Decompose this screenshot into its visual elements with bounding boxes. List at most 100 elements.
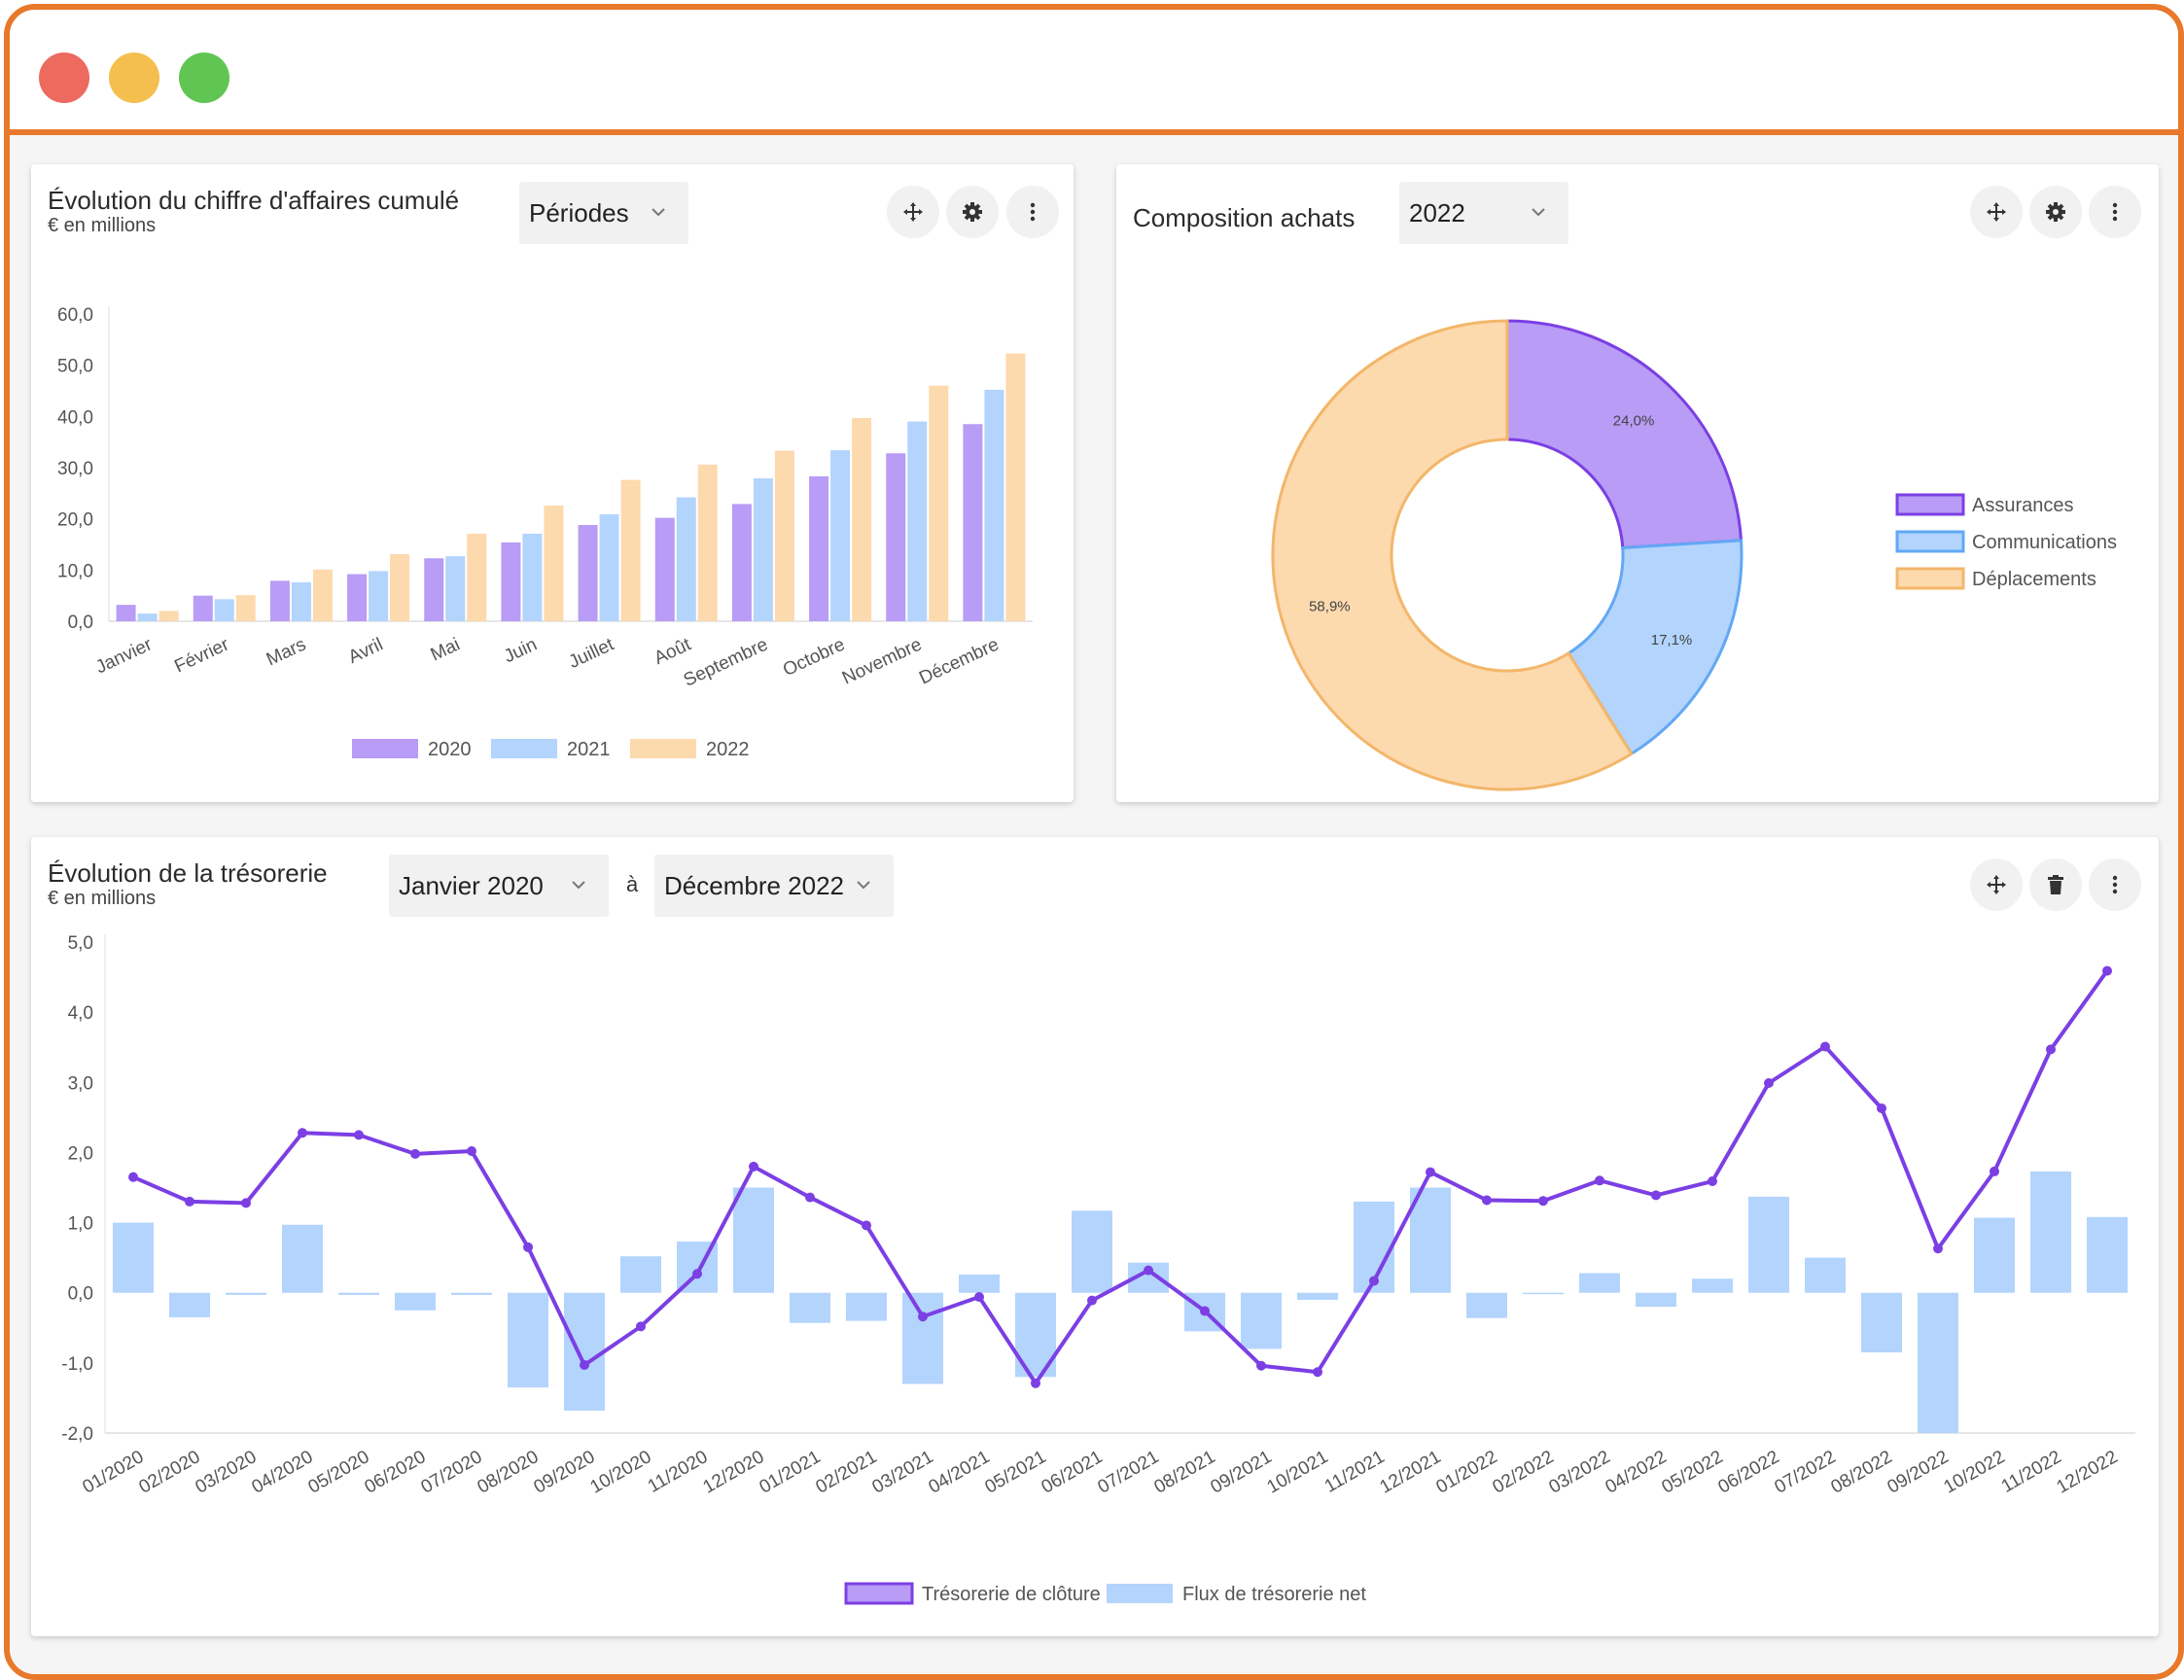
x-tick-label: Juillet <box>566 634 618 673</box>
x-tick-label: Juin <box>501 634 540 667</box>
x-tick-label: 08/2022 <box>1828 1447 1896 1498</box>
bar-flux <box>846 1292 887 1321</box>
x-tick-label: 04/2021 <box>926 1447 994 1498</box>
bar-2022 <box>852 417 872 621</box>
x-tick-label: 10/2022 <box>1941 1447 2009 1498</box>
delete-button[interactable] <box>2029 858 2082 911</box>
move-icon <box>903 202 923 222</box>
treasury-chart: -2,0 -1,0 0,0 1,0 2,0 3,0 4,0 5,0 01/202002/2020… <box>61 933 2135 1605</box>
legend-label-Communications: Communications <box>1972 532 2117 553</box>
bar-flux <box>451 1292 492 1295</box>
line-point <box>1708 1176 1717 1187</box>
y-tick-label: 10,0 <box>57 561 93 581</box>
bar-flux <box>1410 1187 1451 1293</box>
treasury-card-subtitle: € en millions <box>48 888 157 909</box>
bar-2022 <box>544 505 564 621</box>
bar-flux <box>1974 1217 2015 1293</box>
x-tick-label: 06/2020 <box>362 1447 430 1498</box>
line-point <box>1990 1166 1999 1176</box>
more-options-button[interactable] <box>2089 858 2141 911</box>
line-point <box>749 1161 758 1172</box>
treasury-card-title: Évolution de la trésorerie <box>48 858 328 888</box>
bar-2021 <box>984 389 1004 621</box>
x-tick-label: 08/2020 <box>475 1447 543 1498</box>
bar-2022 <box>312 569 333 621</box>
more-options-button[interactable] <box>2089 186 2141 238</box>
bar-2022 <box>620 479 641 621</box>
bar-2022 <box>774 450 794 621</box>
settings-button[interactable] <box>946 186 999 238</box>
y-tick-label: 60,0 <box>57 305 93 326</box>
legend-label-Déplacements: Déplacements <box>1972 569 2096 590</box>
line-point <box>1369 1276 1379 1286</box>
move-button[interactable] <box>1970 858 2023 911</box>
more-options-button[interactable] <box>1006 186 1059 238</box>
bar-flux <box>508 1292 548 1388</box>
y-tick-label: 0,0 <box>68 612 93 633</box>
settings-button[interactable] <box>2029 186 2082 238</box>
bar-2020 <box>654 517 675 621</box>
start-period-value: Janvier 2020 <box>399 870 544 900</box>
year-select[interactable]: 2022 <box>1399 182 1568 244</box>
line-point <box>354 1130 364 1140</box>
bar-flux <box>959 1274 1000 1293</box>
bar-flux <box>1241 1292 1282 1349</box>
x-tick-label: 06/2021 <box>1039 1447 1107 1498</box>
x-tick-label: 12/2021 <box>1377 1447 1445 1498</box>
bar-2020 <box>347 574 368 621</box>
bar-2020 <box>886 453 906 621</box>
period-select[interactable]: Périodes <box>519 182 688 244</box>
legend-swatch <box>1107 1584 1173 1603</box>
y-tick-label: 5,0 <box>68 933 93 954</box>
y-tick-label: 50,0 <box>57 357 93 377</box>
y-tick-label: 1,0 <box>68 1214 93 1235</box>
x-tick-label: Mars <box>264 634 309 670</box>
line-point <box>1031 1378 1040 1388</box>
close-window-button[interactable] <box>39 52 89 103</box>
bar-flux <box>226 1292 266 1295</box>
legend-swatch-Communications <box>1895 530 1965 553</box>
bar-flux <box>113 1222 154 1293</box>
bar-2021 <box>676 497 696 621</box>
bar-flux <box>1636 1292 1676 1308</box>
start-period-select[interactable]: Janvier 2020 <box>389 855 609 917</box>
y-tick-label: -1,0 <box>61 1354 93 1375</box>
move-button[interactable] <box>887 186 939 238</box>
y-tick-label: 40,0 <box>57 407 93 428</box>
x-tick-label: 05/2022 <box>1659 1447 1727 1498</box>
x-tick-label: 01/2020 <box>80 1447 148 1498</box>
line-point <box>1313 1367 1322 1378</box>
move-button[interactable] <box>1970 186 2023 238</box>
slice-label: 17,1% <box>1651 632 1693 648</box>
bar-2021 <box>522 533 543 621</box>
legend-swatch-Assurances <box>1895 493 1965 516</box>
end-period-select[interactable]: Décembre 2022 <box>654 855 894 917</box>
bar-flux <box>2030 1171 2071 1293</box>
bar-flux <box>1297 1292 1338 1300</box>
line-point <box>2102 965 2112 976</box>
revenue-card-subtitle: € en millions <box>48 215 157 236</box>
x-tick-label: 05/2021 <box>982 1447 1050 1498</box>
line-point <box>862 1220 871 1231</box>
line-point <box>1933 1243 1943 1254</box>
x-tick-label: 02/2021 <box>813 1447 881 1498</box>
bar-flux <box>564 1292 605 1411</box>
line-point <box>1877 1102 1886 1113</box>
x-tick-label: 07/2022 <box>1772 1447 1840 1498</box>
revenue-card: Évolution du chiffre d'affaires cumulé €… <box>31 164 1074 802</box>
x-tick-label: 09/2021 <box>1208 1447 1276 1498</box>
slice-label: 58,9% <box>1309 598 1351 614</box>
x-tick-label: 11/2022 <box>1998 1447 2065 1497</box>
line-point <box>1200 1306 1210 1316</box>
x-tick-label: Octobre <box>780 634 848 681</box>
treasury-card: Évolution de la trésorerie € en millions… <box>31 837 2159 1636</box>
slice-Déplacements <box>1271 319 1634 791</box>
maximize-window-button[interactable] <box>179 52 229 103</box>
x-tick-label: 07/2020 <box>418 1447 486 1498</box>
bar-2021 <box>830 450 851 621</box>
minimize-window-button[interactable] <box>109 52 159 103</box>
app-window: Évolution du chiffre d'affaires cumulé €… <box>4 4 2184 1680</box>
bar-2020 <box>116 605 136 621</box>
move-icon <box>1987 875 2006 894</box>
legend-label-Assurances: Assurances <box>1972 495 2074 516</box>
